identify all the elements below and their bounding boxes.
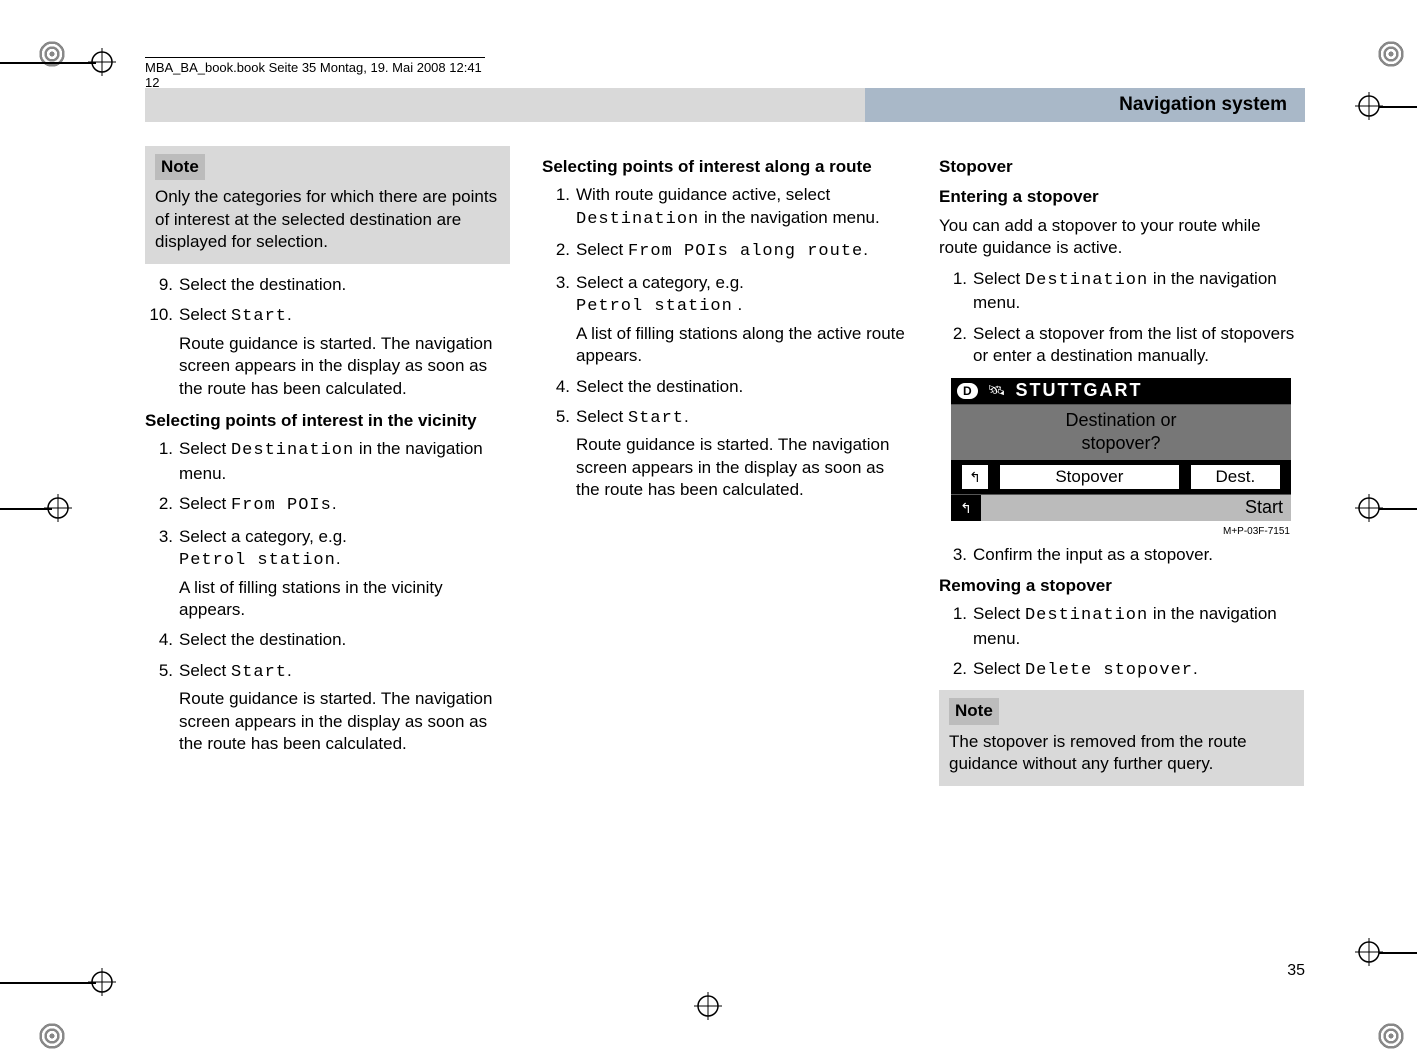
note-label-2: Note [949, 698, 999, 724]
section-title: Navigation system [865, 88, 1305, 122]
device-pill: D [957, 383, 978, 399]
column-3: Stopover Entering a stopover You can add… [939, 146, 1304, 796]
device-start-label: Start [1203, 495, 1291, 521]
enter-step-2: 2.Select a stopover from the list of sto… [939, 323, 1304, 368]
route-step-2: 2.Select From POIs along route. [542, 239, 907, 263]
column-1: Note Only the categories for which there… [145, 146, 510, 796]
vicinity-step-4: 4.Select the destination. [145, 629, 510, 651]
registration-mark [694, 992, 722, 1020]
crop-bar [1379, 106, 1417, 108]
enter-step-1: 1.Select Destination in the navigation m… [939, 268, 1304, 315]
column-2: Selecting points of interest along a rou… [542, 146, 907, 796]
note-box: Note Only the categories for which there… [145, 146, 510, 264]
device-back2-icon: ↰ [951, 499, 981, 517]
route-step-5: 5.Select Start.Route guidance is started… [542, 406, 907, 502]
vicinity-step-3: 3.Select a category, e.g.Petrol station.… [145, 526, 510, 622]
step-9: 9.Select the destination. [145, 274, 510, 296]
vicinity-step-2: 2.Select From POIs. [145, 493, 510, 517]
crop-bar [0, 982, 96, 984]
crop-mark [1373, 36, 1409, 72]
note-label: Note [155, 154, 205, 180]
vicinity-step-1: 1.Select Destination in the navigation m… [145, 438, 510, 485]
device-city: STUTTGART [1015, 379, 1142, 403]
section-banner: Navigation system [145, 88, 1305, 122]
route-step-4: 4.Select the destination. [542, 376, 907, 398]
crop-mark [34, 1018, 70, 1054]
note-text: Only the categories for which there are … [155, 186, 500, 253]
image-code: M+P-03F-7151 [939, 525, 1304, 538]
note-text-2: The stopover is removed from the route g… [949, 731, 1294, 776]
device-line2: stopover? [951, 432, 1291, 456]
route-step-3: 3.Select a category, e.g.Petrol station … [542, 272, 907, 368]
heading-entering: Entering a stopover [939, 186, 1304, 208]
crop-bar [0, 62, 96, 64]
step-10: 10.Select Start.Route guidance is starte… [145, 304, 510, 400]
intro-text: You can add a stopover to your route whi… [939, 215, 1304, 260]
device-line1: Destination or [951, 409, 1291, 433]
crop-mark [34, 36, 70, 72]
crop-mark [1373, 1018, 1409, 1054]
device-stopover-button: Stopover [999, 464, 1180, 490]
crop-bar [0, 508, 52, 510]
vicinity-step-5: 5.Select Start.Route guidance is started… [145, 660, 510, 756]
remove-step-2: 2.Select Delete stopover. [939, 658, 1304, 682]
page-header-meta: MBA_BA_book.book Seite 35 Montag, 19. Ma… [145, 57, 485, 90]
heading-vicinity: Selecting points of interest in the vici… [145, 410, 510, 432]
heading-stopover: Stopover [939, 156, 1304, 178]
device-screenshot: D 🛰 STUTTGART Destination or stopover? ↰… [951, 378, 1291, 522]
device-back-icon: ↰ [961, 464, 989, 490]
page-number: 35 [1287, 962, 1305, 980]
enter-step-3: 3.Confirm the input as a stopover. [939, 544, 1304, 566]
crop-bar [1379, 952, 1417, 954]
device-dest-button: Dest. [1190, 464, 1281, 490]
route-step-1: 1.With route guidance active, select Des… [542, 184, 907, 231]
heading-removing: Removing a stopover [939, 575, 1304, 597]
heading-route: Selecting points of interest along a rou… [542, 156, 907, 178]
crop-bar [1379, 508, 1417, 510]
note-box-2: Note The stopover is removed from the ro… [939, 690, 1304, 785]
satellite-icon: 🛰 [988, 381, 1006, 399]
remove-step-1: 1.Select Destination in the navigation m… [939, 603, 1304, 650]
